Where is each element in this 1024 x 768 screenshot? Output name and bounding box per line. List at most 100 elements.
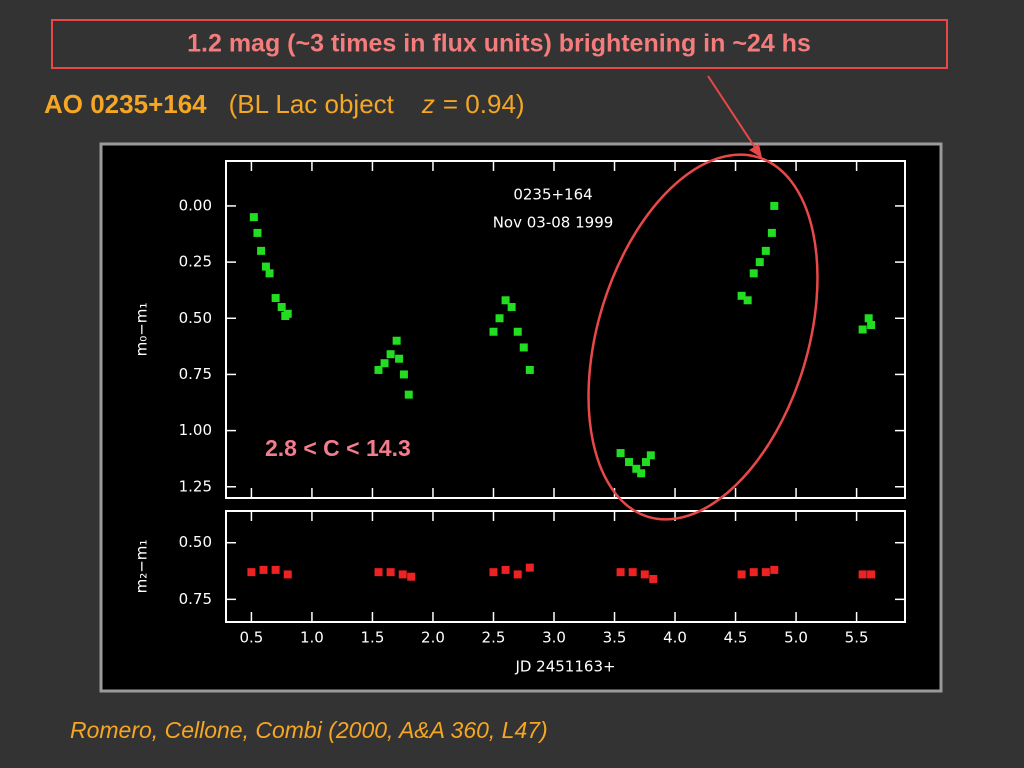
y-tick-label: 1.25 [179,477,212,495]
point [625,458,634,467]
y-tick-label: 0.75 [179,590,212,608]
point [386,568,395,577]
point [507,303,516,312]
point [867,570,876,579]
x-tick-label: 3.0 [542,629,566,647]
arrow-head [749,144,762,158]
point [398,570,407,579]
point [858,325,867,334]
point [374,568,383,577]
axes-box [225,510,906,623]
point [261,262,270,271]
point [770,565,779,574]
point [632,464,641,473]
x-tick-label: 2.5 [482,629,506,647]
point [392,336,401,345]
y-tick-label: 0.50 [179,309,212,327]
point [374,365,383,374]
y-tick-label: 0.25 [179,253,212,271]
point [259,565,268,574]
x-axis-label: JD 2451163+ [514,658,615,676]
x-tick-label: 4.0 [663,629,687,647]
object-name: AO 0235+164 [44,89,207,119]
x-tick-label: 5.5 [845,629,869,647]
point [525,563,534,572]
point [501,565,510,574]
z-value: = 0.94) [443,89,525,119]
x-tick-label: 0.5 [239,629,263,647]
plot: 0.00 0.25 0.50 0.75 1.00 1.25 m₀−m₁ 0235+164 Nov… [133,160,906,676]
point [641,458,650,467]
point [399,370,408,379]
y-tick-label: 0.00 [179,196,212,214]
point [767,228,776,237]
point [271,294,280,303]
point [858,570,867,579]
point [247,568,256,577]
point [637,469,646,478]
point [737,570,746,579]
point [649,574,658,583]
y-tick-label: 0.75 [179,365,212,383]
point [277,303,286,312]
heading: AO 0235+164 (BL Lac object z = 0.94) [44,89,525,119]
arrow [707,75,759,153]
object-kind: (BL Lac object [229,89,395,119]
point [249,213,258,222]
point [407,572,416,581]
point [513,327,522,336]
point [749,269,758,278]
x-tick-label: 1.5 [361,629,385,647]
x-tick-label: 1.0 [300,629,324,647]
point [489,568,498,577]
point [737,291,746,300]
point [867,321,876,330]
x-tick-label: 2.0 [421,629,445,647]
chart-frame [99,142,943,693]
point [519,343,528,352]
callout: 1.2 mag (~3 times in flux units) brighte… [187,30,811,58]
point [864,314,873,323]
point [253,228,262,237]
point [616,449,625,458]
point [257,246,266,255]
z-symbol: z [421,89,435,119]
chart-title: 0235+164 [513,186,592,204]
point [640,570,649,579]
point [380,359,389,368]
point [761,568,770,577]
point [283,570,292,579]
point [283,309,292,318]
point [495,314,504,323]
axes-box [225,160,906,499]
point [513,570,522,579]
highlight-ellipse [587,153,819,521]
point [386,350,395,359]
point [395,354,404,363]
point [770,201,779,210]
citation: Romero, Cellone, Combi (2000, A&A 360, L… [70,717,548,743]
y-tick-label: 0.50 [179,533,212,551]
point [271,565,280,574]
chart-subtitle: Nov 03-08 1999 [493,214,614,232]
point [489,327,498,336]
point [749,568,758,577]
point [265,269,274,278]
point [743,296,752,305]
point [628,568,637,577]
x-tick-label: 4.5 [724,629,748,647]
x-tick-label: 3.5 [603,629,627,647]
point [501,296,510,305]
y-axis-label: m₂−m₁ [133,540,151,594]
point [525,365,534,374]
point [646,451,655,460]
point [404,390,413,399]
point [616,568,625,577]
annotation: 2.8 < C < 14.3 [265,435,411,461]
y-tick-label: 1.00 [179,421,212,439]
x-tick-label: 5.0 [784,629,808,647]
point [761,246,770,255]
callout-box [51,19,948,69]
point [755,258,764,267]
y-axis-label: m₀−m₁ [133,303,151,357]
